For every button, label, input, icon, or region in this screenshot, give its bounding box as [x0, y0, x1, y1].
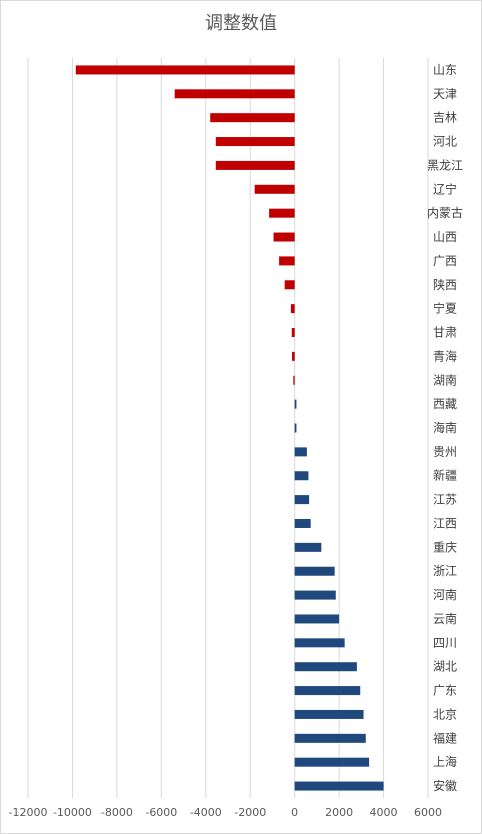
- bar-3: [215, 137, 295, 147]
- bar-20: [294, 542, 322, 552]
- bar-18: [294, 495, 310, 505]
- bar-27: [294, 709, 364, 719]
- category-label: 宁夏: [433, 301, 457, 316]
- category-label: 新疆: [433, 468, 457, 483]
- bar-17: [294, 471, 309, 481]
- bar-5: [254, 184, 295, 194]
- bar-8: [279, 256, 295, 266]
- bar-11: [291, 328, 295, 338]
- bar-21: [294, 566, 335, 576]
- x-tick-label: -12000: [9, 806, 48, 819]
- bar-28: [294, 733, 366, 743]
- category-label: 福建: [433, 730, 457, 745]
- x-tick-label: -2000: [234, 806, 266, 819]
- category-label: 内蒙古: [427, 205, 463, 220]
- category-label: 重庆: [433, 540, 457, 554]
- category-label: 江西: [433, 516, 457, 530]
- bar-0: [75, 65, 295, 75]
- tick-label-layer: -12000 -10000 -8000 -6000 -4000 -2000 0 2000 400…: [9, 806, 442, 819]
- category-label: 西藏: [433, 397, 457, 411]
- category-label: 贵州: [433, 445, 457, 459]
- x-tick-label: -6000: [145, 806, 177, 819]
- bar-7: [273, 232, 295, 242]
- grid-layer: [27, 58, 429, 798]
- bar-14: [294, 399, 297, 409]
- category-label: 广西: [433, 254, 457, 268]
- category-label: 广东: [433, 684, 457, 698]
- category-label: 四川: [433, 636, 457, 650]
- category-label: 吉林: [433, 111, 457, 125]
- bar-10: [290, 304, 295, 314]
- category-label: 浙江: [433, 564, 457, 578]
- x-tick-label: 4000: [370, 806, 398, 819]
- bar-16: [294, 447, 307, 457]
- bar-1: [174, 89, 295, 99]
- x-tick-label: -4000: [190, 806, 222, 819]
- category-label: 湖北: [433, 659, 457, 674]
- bar-25: [294, 662, 357, 672]
- category-label: 海南: [433, 420, 457, 435]
- x-tick-label: 6000: [414, 806, 442, 819]
- category-label: 河南: [433, 587, 457, 602]
- bar-23: [294, 614, 340, 624]
- x-tick-label: 2000: [325, 806, 353, 819]
- bar-6: [269, 208, 295, 218]
- category-label: 甘肃: [433, 326, 457, 340]
- x-tick-label: -8000: [101, 806, 133, 819]
- bar-30: [294, 781, 384, 791]
- bar-22: [294, 590, 336, 600]
- category-label: 山西: [433, 230, 457, 244]
- category-label: 河北: [433, 135, 457, 149]
- bar-24: [294, 638, 345, 648]
- bar-layer: [75, 65, 384, 791]
- bar-2: [210, 113, 295, 123]
- bar-13: [293, 375, 295, 385]
- category-label: 云南: [433, 611, 457, 626]
- bar-9: [284, 280, 295, 290]
- category-label: 陕西: [433, 277, 457, 292]
- category-label: 青海: [433, 348, 457, 363]
- chart-title: 调整数值: [205, 13, 277, 34]
- category-label: 北京: [433, 707, 457, 721]
- category-label: 江苏: [433, 493, 457, 507]
- category-label: 山东: [433, 63, 457, 77]
- x-tick-label: 0: [291, 806, 298, 819]
- x-tick-label: -10000: [53, 806, 92, 819]
- bar-19: [294, 518, 311, 528]
- bar-15: [294, 423, 297, 433]
- bar-12: [292, 351, 295, 361]
- category-label: 湖南: [433, 372, 457, 387]
- bar-4: [215, 160, 295, 170]
- bar-29: [294, 757, 370, 767]
- category-label: 天津: [433, 87, 457, 101]
- category-label: 黑龙江: [427, 158, 463, 172]
- category-label: 安徽: [433, 778, 457, 793]
- category-label-layer: 山东天津吉林河北黑龙江辽宁内蒙古山西广西陕西宁夏甘肃青海湖南西藏海南贵州新疆江苏…: [427, 63, 463, 793]
- category-label: 上海: [433, 754, 457, 769]
- category-label: 辽宁: [433, 181, 457, 196]
- bar-26: [294, 686, 361, 696]
